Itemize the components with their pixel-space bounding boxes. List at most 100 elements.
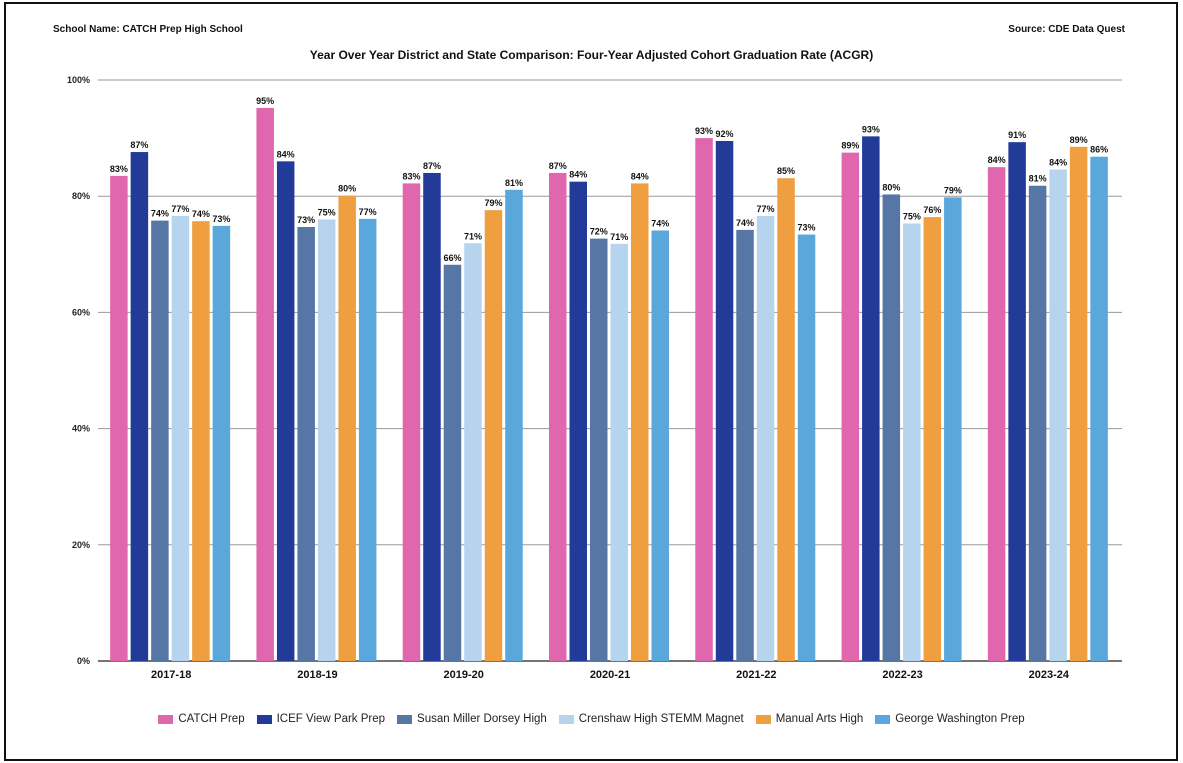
data-label: 87% xyxy=(423,161,441,171)
bar xyxy=(192,221,210,662)
data-label: 77% xyxy=(171,204,189,214)
bar xyxy=(464,243,482,662)
data-label: 83% xyxy=(110,164,128,174)
legend-item: Manual Arts High xyxy=(755,713,864,725)
bar xyxy=(651,230,669,661)
legend-swatch xyxy=(158,714,174,724)
legend-item: Crenshaw High STEMM Magnet xyxy=(558,713,744,725)
legend-swatch xyxy=(875,714,891,724)
source-label: Source: CDE Data Quest xyxy=(1008,24,1125,35)
data-label: 72% xyxy=(590,227,608,237)
legend-item: George Washington Prep xyxy=(875,713,1025,725)
bar xyxy=(1008,142,1026,662)
bar xyxy=(297,226,315,662)
data-label: 79% xyxy=(944,185,962,195)
data-label: 73% xyxy=(212,214,230,224)
data-label: 81% xyxy=(1029,174,1047,184)
data-label: 87% xyxy=(130,140,148,150)
bar xyxy=(1090,156,1108,661)
bar xyxy=(590,238,608,661)
x-tick-label: 2022-23 xyxy=(882,669,922,681)
legend-label: George Washington Prep xyxy=(895,713,1025,725)
legend-label: ICEF View Park Prep xyxy=(276,713,386,725)
data-label: 92% xyxy=(716,129,734,139)
bar xyxy=(756,215,775,662)
data-label: 71% xyxy=(610,232,628,242)
data-label: 73% xyxy=(798,223,816,233)
bar xyxy=(903,223,921,661)
bar xyxy=(569,181,587,662)
data-label: 84% xyxy=(631,171,649,181)
data-label: 74% xyxy=(151,209,169,219)
bar xyxy=(736,229,754,661)
data-label: 89% xyxy=(1070,135,1088,145)
bar xyxy=(610,243,628,662)
data-label: 71% xyxy=(464,231,482,241)
x-tick-label: 2023-24 xyxy=(1029,669,1070,681)
y-tick-label: 0% xyxy=(77,656,90,666)
data-label: 93% xyxy=(862,124,880,134)
bar xyxy=(777,178,795,661)
bar xyxy=(549,172,567,661)
data-label: 80% xyxy=(882,182,900,192)
data-label: 89% xyxy=(841,141,859,151)
chart-title: Year Over Year District and State Compar… xyxy=(309,48,874,62)
bar xyxy=(862,136,880,661)
legend-label: CATCH Prep xyxy=(178,713,245,725)
bar xyxy=(944,197,962,661)
data-label: 77% xyxy=(757,204,775,214)
x-tick-label: 2017-18 xyxy=(151,669,191,681)
bar xyxy=(882,194,901,661)
data-label: 66% xyxy=(443,253,461,263)
legend-item: ICEF View Park Prep xyxy=(256,713,386,725)
data-label: 87% xyxy=(549,161,567,171)
bar xyxy=(987,167,1006,661)
legend-label: Susan Miller Dorsey High xyxy=(417,713,547,725)
data-label: 85% xyxy=(777,166,795,176)
data-label: 73% xyxy=(297,215,315,225)
bar xyxy=(923,217,942,661)
chart-legend: CATCH Prep ICEF View Park Prep Susan Mille… xyxy=(0,713,1183,725)
bar xyxy=(256,107,274,661)
bar xyxy=(110,175,128,662)
bar xyxy=(631,183,649,661)
bar xyxy=(1069,146,1088,661)
bar xyxy=(402,183,421,661)
data-label: 75% xyxy=(318,207,336,217)
data-label: 74% xyxy=(192,209,210,219)
legend-item: CATCH Prep xyxy=(158,713,245,725)
data-label: 93% xyxy=(695,126,713,136)
data-label: 84% xyxy=(277,149,295,159)
y-tick-label: 40% xyxy=(72,424,90,434)
data-label: 91% xyxy=(1008,130,1026,140)
bar xyxy=(695,138,713,662)
bar xyxy=(423,172,441,661)
bar xyxy=(797,234,816,661)
legend-swatch xyxy=(256,714,272,724)
bar xyxy=(171,215,190,662)
data-label: 74% xyxy=(736,218,754,228)
bar xyxy=(212,225,231,661)
bar xyxy=(151,220,169,662)
data-label: 80% xyxy=(338,184,356,194)
legend-label: Manual Arts High xyxy=(775,713,864,725)
data-label: 83% xyxy=(402,171,420,181)
bar xyxy=(841,152,860,661)
legend-swatch xyxy=(755,714,771,724)
data-label: 84% xyxy=(988,155,1006,165)
data-label: 76% xyxy=(923,205,941,215)
legend-label: Crenshaw High STEMM Magnet xyxy=(578,713,744,725)
y-tick-label: 100% xyxy=(67,75,90,85)
data-label: 74% xyxy=(651,218,669,228)
data-label: 81% xyxy=(505,178,523,188)
data-label: 86% xyxy=(1090,145,1108,155)
bar xyxy=(505,189,523,661)
x-tick-label: 2018-19 xyxy=(297,669,337,681)
legend-swatch xyxy=(397,714,413,724)
bar xyxy=(358,218,377,661)
bar xyxy=(276,161,295,661)
bar xyxy=(1028,185,1047,661)
bar xyxy=(338,195,356,661)
y-tick-label: 20% xyxy=(72,540,90,550)
data-label: 84% xyxy=(569,170,587,180)
